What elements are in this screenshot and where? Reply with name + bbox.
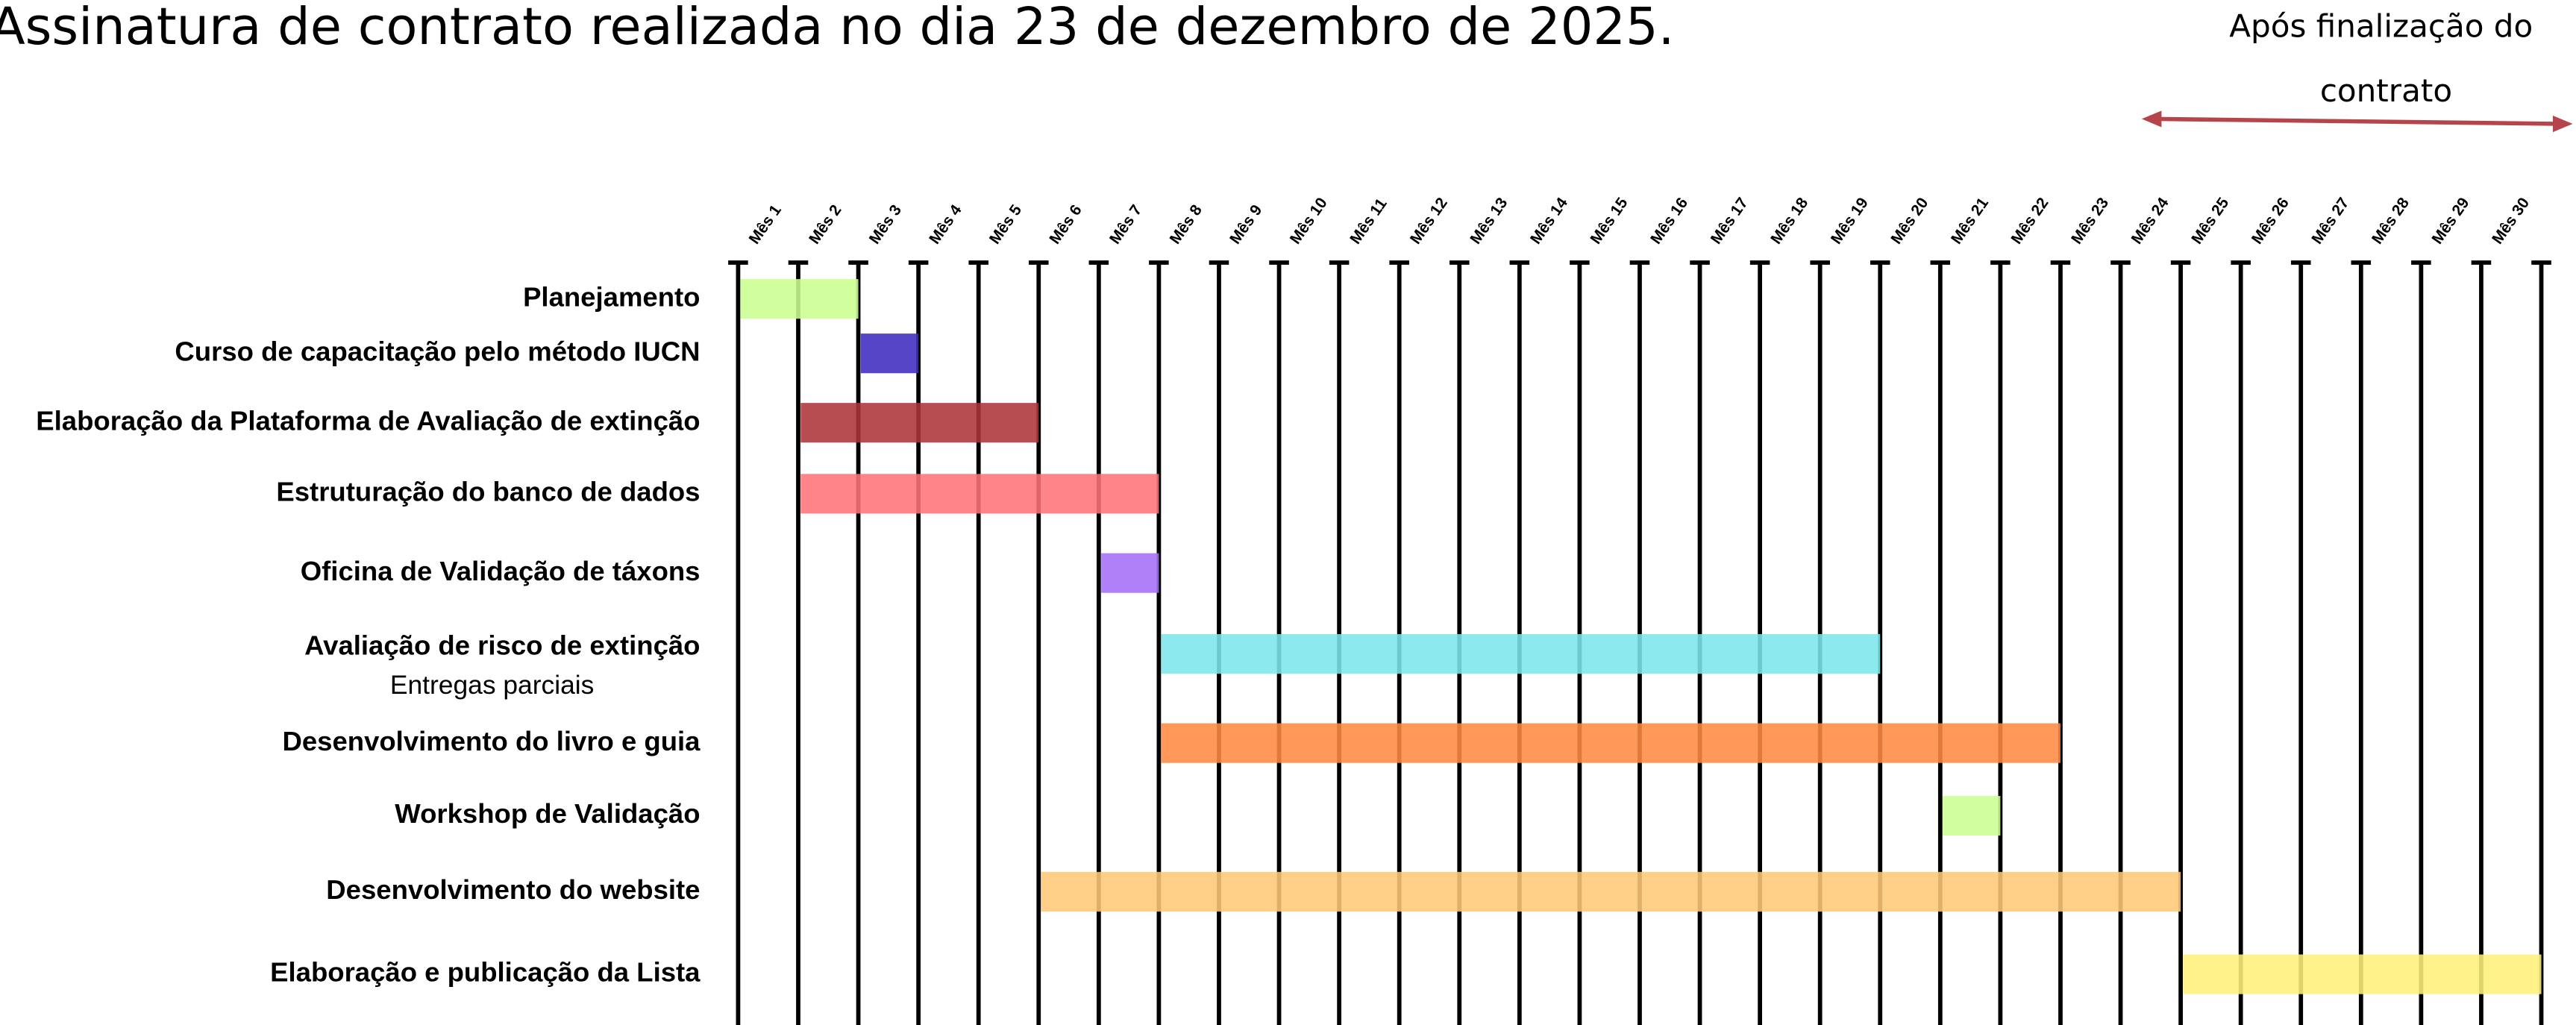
task-label: Oficina de Validação de táxons: [301, 556, 701, 586]
task-subtitle: Entregas parciais: [390, 670, 595, 700]
annotation: Após finalização do contrato: [2229, 7, 2542, 108]
arrow-line: [2153, 116, 2562, 126]
x-tick-label: Mês 3: [866, 201, 905, 247]
bar: [860, 333, 919, 374]
x-tick-label: Mês 4: [926, 201, 965, 247]
task-label: Avaliação de risco de extinção: [304, 630, 700, 660]
x-tick-label: Mês 26: [2248, 195, 2293, 248]
x-tick-label: Mês 1: [746, 201, 786, 247]
x-tick-label: Mês 17: [1708, 195, 1752, 248]
chart-title: Assinatura de contrato realizada no dia …: [0, 0, 1674, 57]
bar: [1161, 723, 2061, 763]
x-tick-label: Mês 12: [1407, 195, 1451, 248]
x-tick-label: Mês 9: [1226, 201, 1265, 247]
x-tick-label: Mês 7: [1106, 201, 1145, 247]
bar: [1041, 871, 2181, 912]
bar: [1161, 634, 1881, 674]
task-label: Curso de capacitação pelo método IUCN: [175, 336, 700, 366]
x-tick-label: Mês 5: [986, 201, 1026, 247]
x-tick-label: Mês 6: [1046, 201, 1085, 247]
arrow-head: [2141, 110, 2162, 128]
task-label: Desenvolvimento do website: [326, 874, 700, 905]
x-tick-label: Mês 13: [1467, 195, 1511, 248]
bar: [2183, 954, 2542, 994]
x-tick-label: Mês 11: [1347, 195, 1391, 248]
x-tick-label: Mês 24: [2128, 195, 2172, 248]
x-tick-label: Mês 27: [2308, 195, 2352, 248]
x-tick-label: Mês 8: [1167, 201, 1206, 247]
bar: [800, 474, 1159, 514]
x-tick-label: Mês 22: [2008, 195, 2052, 248]
task-label: Estruturação do banco de dados: [276, 477, 700, 507]
x-tick-label: Mês 2: [806, 201, 844, 247]
x-tick-label: Mês 23: [2068, 195, 2112, 248]
task-label: Elaboração da Plataforma de Avaliação de…: [36, 405, 700, 436]
x-tick-label: Mês 25: [2188, 195, 2232, 248]
annotation-line: Após finalização do: [2229, 7, 2533, 44]
x-tick-label: Mês 20: [1887, 195, 1931, 248]
bar: [1101, 553, 1159, 593]
x-tick-label: Mês 14: [1527, 195, 1571, 248]
x-tick-label: Mês 29: [2429, 195, 2473, 248]
annotation-line: contrato: [2320, 72, 2452, 108]
bar: [1943, 795, 2001, 836]
x-tick-label: Mês 16: [1647, 195, 1691, 248]
bar: [800, 403, 1039, 443]
x-tick-label: Mês 28: [2369, 195, 2413, 248]
task-label: Desenvolvimento do livro e guia: [282, 726, 701, 756]
task-label: Elaboração e publicação da Lista: [270, 957, 701, 988]
x-tick-label: Mês 19: [1828, 195, 1872, 248]
x-tick-label: Mês 18: [1767, 195, 1811, 248]
task-label: Planejamento: [523, 281, 700, 312]
double-arrow: [2141, 110, 2573, 133]
arrow-head: [2553, 115, 2573, 133]
x-tick-label: Mês 15: [1588, 195, 1632, 248]
x-tick-label: Mês 21: [1948, 195, 1992, 248]
task-label: Workshop de Validação: [395, 798, 700, 829]
x-tick-label: Mês 10: [1287, 195, 1331, 248]
x-tick-label: Mês 30: [2489, 195, 2533, 248]
bar: [740, 279, 859, 319]
